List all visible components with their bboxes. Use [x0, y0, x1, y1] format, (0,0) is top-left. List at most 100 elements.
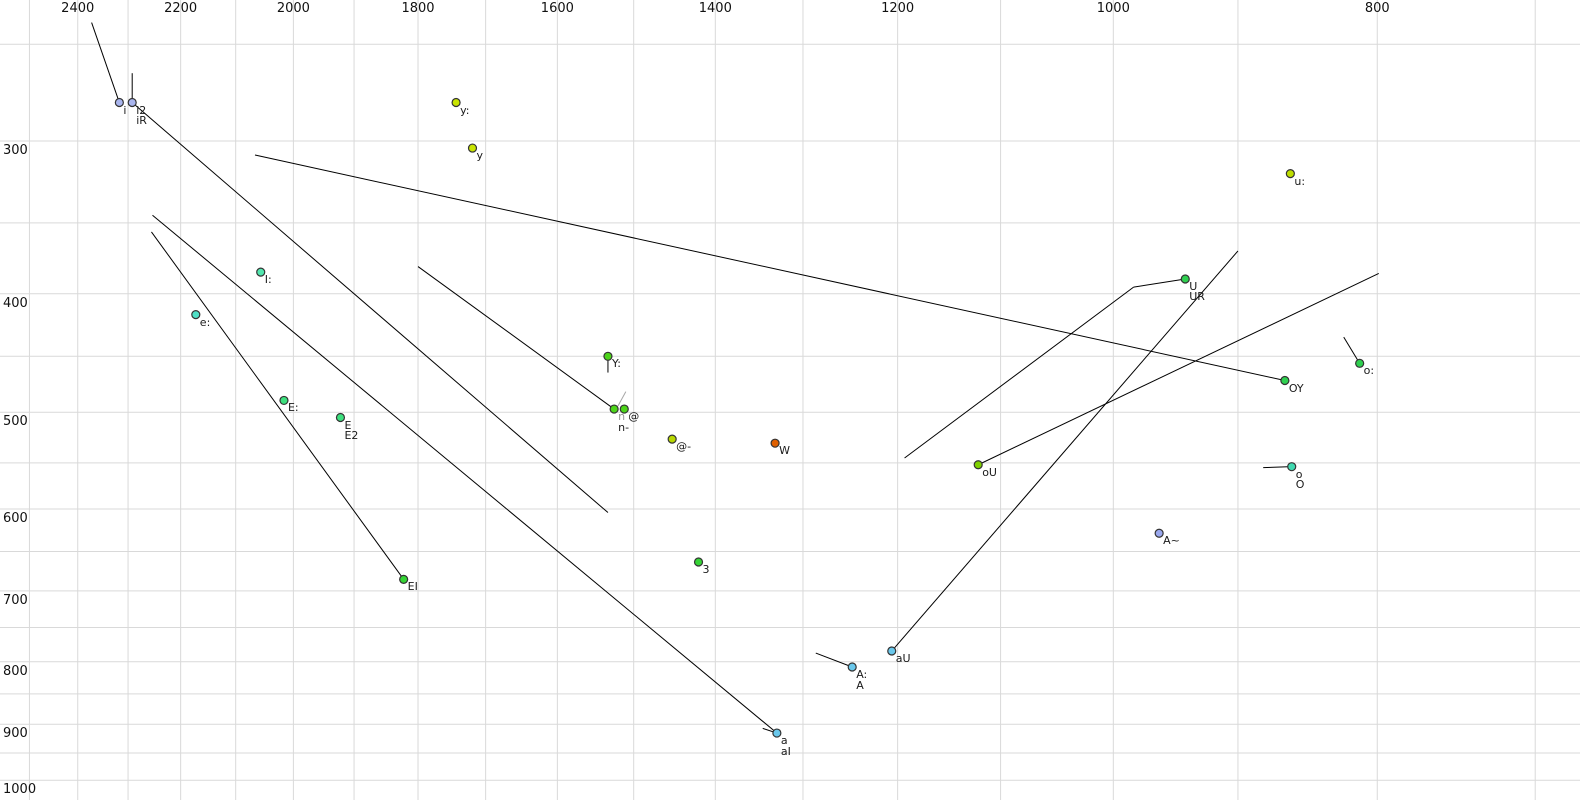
vowel-point: [603, 351, 613, 361]
vowel-label-line: y:: [460, 103, 470, 117]
vowel-label-line: iR: [136, 114, 147, 128]
trajectory-line: [1133, 278, 1186, 288]
vowel-label-line: Y:: [611, 357, 621, 371]
vowel-label-line: @-: [676, 440, 692, 454]
vowel-label-line: A:: [856, 668, 868, 682]
vowel-label: U UR: [1189, 279, 1205, 304]
vowel-label-line: E: [344, 418, 352, 432]
vowel-label-line: i: [123, 103, 127, 117]
vowel-label-line: OY: [1288, 381, 1304, 395]
vowel-label: i2 iR: [136, 103, 147, 128]
vowel-point: [256, 267, 266, 277]
trajectory-line: [904, 286, 1134, 459]
vowel-label: A~: [1163, 535, 1180, 547]
x-tick-label: 2200: [164, 1, 198, 16]
vowel-label: n n-: [618, 411, 630, 434]
trajectory-line: [815, 652, 853, 668]
vowel-label-line: aI: [780, 744, 791, 758]
trajectory-line: [91, 22, 120, 103]
vowel-label-line: EI: [407, 580, 418, 594]
vowel-point: [191, 309, 201, 320]
vowel-label: y:: [460, 103, 470, 117]
vowel-label-line: E:: [287, 401, 299, 415]
vowel-label-line: e:: [199, 315, 211, 329]
vowel-label-line: W: [779, 444, 790, 458]
y-tick-label: 600: [3, 511, 28, 527]
y-tick-label: 700: [3, 592, 28, 608]
vowel-point: [399, 574, 409, 584]
vowel-label-line: @: [628, 410, 640, 424]
trajectory-line: [254, 154, 1285, 382]
vowel-label-line: I:: [264, 273, 272, 287]
vowel-label: a aI: [780, 734, 791, 758]
vowel-point: [847, 662, 857, 672]
vowel-label-line: E2: [344, 429, 359, 442]
vowel-label: EI: [408, 582, 418, 593]
vowel-label: 3: [702, 563, 710, 577]
trajectory-line: [131, 102, 609, 513]
vowel-label: @-: [676, 440, 692, 454]
vowel-point: [127, 97, 137, 108]
x-tick-label: 1200: [881, 1, 915, 16]
vowel-point: [609, 404, 619, 414]
vowel-label: e:: [199, 315, 211, 329]
vowel-label-line: n-: [618, 420, 630, 434]
vowel-point: [667, 434, 677, 444]
vowel-point: [973, 460, 983, 470]
vowel-point: [1355, 358, 1365, 368]
vowel-label: OY: [1288, 381, 1304, 395]
x-tick-label: 2000: [276, 1, 310, 16]
vowel-label: E:: [288, 403, 299, 414]
trajectory-line: [417, 266, 615, 410]
vowel-label: @: [628, 410, 640, 424]
vowel-point: [279, 395, 289, 406]
y-tick-label: 400: [3, 295, 28, 311]
trajectory-line: [891, 250, 1239, 652]
vowel-label-line: o:: [1363, 364, 1375, 378]
vowel-label-line: o: [1295, 467, 1303, 481]
vowel-label: W: [779, 444, 790, 458]
vowel-point: [770, 438, 780, 448]
vowel-label: o:: [1364, 366, 1374, 377]
y-tick-label: 1000: [3, 782, 37, 798]
vowel-point: [1154, 528, 1164, 538]
trajectory-line: [617, 391, 627, 407]
vowel-label-line: a: [780, 734, 788, 748]
trajectory-line: [1263, 466, 1292, 469]
vowel-label: oU: [982, 465, 997, 479]
vowel-label-line: U: [1189, 279, 1198, 293]
vowel-label-line: i2: [136, 103, 147, 117]
vowel-point: [1180, 274, 1190, 284]
trajectory-line: [152, 214, 778, 734]
trajectory-line: [1343, 336, 1361, 364]
trajectory-line: [977, 273, 1379, 466]
vowel-point: [114, 97, 124, 108]
vowel-label: E E2: [344, 418, 359, 442]
vowel-point: [335, 412, 346, 423]
x-tick-label: 1800: [401, 1, 435, 16]
vowel-point: [1287, 462, 1297, 472]
y-tick-label: 900: [3, 726, 28, 742]
vowel-point: [887, 646, 897, 656]
vowel-label: A: A: [856, 668, 868, 691]
vowel-label-line: UR: [1189, 290, 1205, 304]
vowel-label-line: y: [476, 149, 483, 163]
x-tick-label: 800: [1364, 1, 1390, 16]
x-tick-label: 1600: [540, 1, 574, 16]
vowel-label-line: aU: [895, 652, 911, 666]
vowel-label-line: u:: [1294, 174, 1306, 188]
y-tick-label: 500: [3, 414, 28, 430]
x-tick-label: 2400: [61, 1, 95, 16]
vowel-point: [693, 557, 704, 567]
vowel-label: i: [123, 103, 127, 117]
vowel-point: [772, 728, 782, 738]
vowel-label-line: oU: [982, 465, 997, 479]
vowel-label: Y:: [612, 359, 621, 370]
vowel-point: [1285, 169, 1295, 179]
vowel-label: I:: [264, 273, 272, 287]
vowel-label-line: 3: [702, 563, 710, 577]
trajectory-line: [151, 231, 405, 580]
